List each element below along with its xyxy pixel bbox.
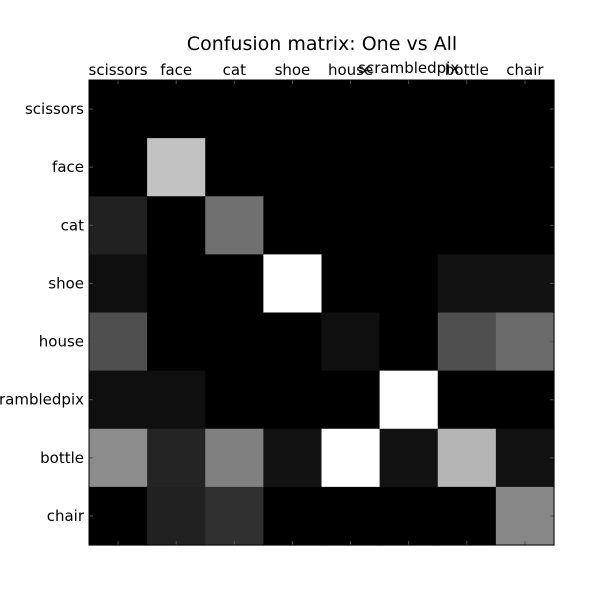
heatmap-cell-0-3 bbox=[263, 80, 323, 139]
column-label-3: shoe bbox=[275, 61, 311, 79]
heatmap-cell-0-6 bbox=[437, 80, 497, 139]
heatmap-cell-5-4 bbox=[321, 370, 381, 430]
heatmap-cell-0-1 bbox=[147, 80, 206, 139]
heatmap-cell-2-7 bbox=[495, 196, 555, 255]
heatmap-cell-3-1 bbox=[147, 254, 206, 314]
heatmap-cell-4-3 bbox=[263, 312, 323, 372]
heatmap-cell-3-3 bbox=[263, 254, 323, 314]
plot-frame bbox=[88, 79, 555, 546]
heatmap-cell-7-4 bbox=[321, 486, 381, 546]
heatmap-cell-6-2 bbox=[205, 428, 264, 488]
heatmap-cell-6-6 bbox=[437, 428, 497, 488]
row-label-0: scissors bbox=[25, 100, 84, 118]
heatmap-cell-3-4 bbox=[321, 254, 381, 314]
heatmap-cell-1-5 bbox=[379, 138, 439, 197]
heatmap-cell-4-6 bbox=[437, 312, 497, 372]
heatmap-cell-5-0 bbox=[89, 370, 148, 430]
row-label-5: scrambledpix bbox=[0, 391, 84, 409]
heatmap-cell-5-7 bbox=[495, 370, 555, 430]
heatmap-cell-5-6 bbox=[437, 370, 497, 430]
heatmap-cell-7-6 bbox=[437, 486, 497, 546]
heatmap-cell-0-7 bbox=[495, 80, 555, 139]
heatmap-cell-3-2 bbox=[205, 254, 264, 314]
heatmap-cell-5-1 bbox=[147, 370, 206, 430]
heatmap-cell-3-6 bbox=[437, 254, 497, 314]
column-label-5: scrambledpix bbox=[358, 59, 459, 77]
heatmap-cell-4-5 bbox=[379, 312, 439, 372]
heatmap-cells bbox=[89, 80, 555, 546]
column-label-1: face bbox=[160, 61, 192, 79]
heatmap-cell-2-2 bbox=[205, 196, 264, 255]
heatmap-cell-2-3 bbox=[263, 196, 323, 255]
chart-title: Confusion matrix: One vs All bbox=[187, 33, 457, 55]
heatmap-cell-1-0 bbox=[89, 138, 148, 197]
heatmap-cell-7-7 bbox=[495, 486, 555, 546]
row-label-4: house bbox=[39, 333, 84, 351]
heatmap-cell-7-0 bbox=[89, 486, 148, 546]
heatmap-cell-2-1 bbox=[147, 196, 206, 255]
heatmap-cell-5-3 bbox=[263, 370, 323, 430]
heatmap-cell-7-5 bbox=[379, 486, 439, 546]
heatmap-cell-6-1 bbox=[147, 428, 206, 488]
heatmap-cell-5-2 bbox=[205, 370, 264, 430]
heatmap-cell-6-3 bbox=[263, 428, 323, 488]
heatmap-cell-5-5 bbox=[379, 370, 439, 430]
heatmap-cell-2-6 bbox=[437, 196, 497, 255]
heatmap-cell-4-4 bbox=[321, 312, 381, 372]
column-label-2: cat bbox=[223, 61, 246, 79]
row-label-3: shoe bbox=[48, 274, 84, 292]
row-label-2: cat bbox=[61, 216, 84, 234]
column-label-0: scissors bbox=[89, 61, 148, 79]
heatmap-cell-3-5 bbox=[379, 254, 439, 314]
axis-ticks bbox=[89, 80, 554, 545]
heatmap-cell-0-0 bbox=[89, 80, 148, 139]
heatmap-cell-1-3 bbox=[263, 138, 323, 197]
heatmap-cell-2-4 bbox=[321, 196, 381, 255]
heatmap-cell-4-0 bbox=[89, 312, 148, 372]
heatmap-cell-7-1 bbox=[147, 486, 206, 546]
heatmap-cell-6-5 bbox=[379, 428, 439, 488]
heatmap-cell-6-0 bbox=[89, 428, 148, 488]
heatmap-cell-1-7 bbox=[495, 138, 555, 197]
heatmap-cell-4-7 bbox=[495, 312, 555, 372]
heatmap-cell-4-2 bbox=[205, 312, 264, 372]
column-label-7: chair bbox=[506, 61, 544, 79]
row-tick-labels: scissors face cat shoe house scrambledpix bott… bbox=[0, 100, 85, 525]
heatmap-cell-3-0 bbox=[89, 254, 148, 314]
heatmap-cell-4-1 bbox=[147, 312, 206, 372]
heatmap-cell-2-0 bbox=[89, 196, 148, 255]
heatmap-cell-1-2 bbox=[205, 138, 264, 197]
row-label-7: chair bbox=[47, 507, 85, 525]
row-label-6: bottle bbox=[40, 449, 84, 467]
row-label-1: face bbox=[52, 158, 84, 176]
heatmap-cell-0-2 bbox=[205, 80, 264, 139]
heatmap-cell-0-4 bbox=[321, 80, 381, 139]
column-tick-labels: scissors face cat shoe housescrambledpixbott… bbox=[89, 59, 545, 79]
heatmap-cell-6-7 bbox=[495, 428, 555, 488]
column-label-6: bottle bbox=[445, 61, 489, 79]
heatmap-cell-1-4 bbox=[321, 138, 381, 197]
heatmap-cell-2-5 bbox=[379, 196, 439, 255]
heatmap-cell-0-5 bbox=[379, 80, 439, 139]
heatmap-cell-1-6 bbox=[437, 138, 497, 197]
heatmap-cell-3-7 bbox=[495, 254, 555, 314]
column-label-4: house bbox=[328, 61, 373, 79]
heatmap-cell-6-4 bbox=[321, 428, 381, 488]
heatmap-cell-7-3 bbox=[263, 486, 323, 546]
heatmap-cell-7-2 bbox=[205, 486, 264, 546]
heatmap-cell-1-1 bbox=[147, 138, 206, 197]
